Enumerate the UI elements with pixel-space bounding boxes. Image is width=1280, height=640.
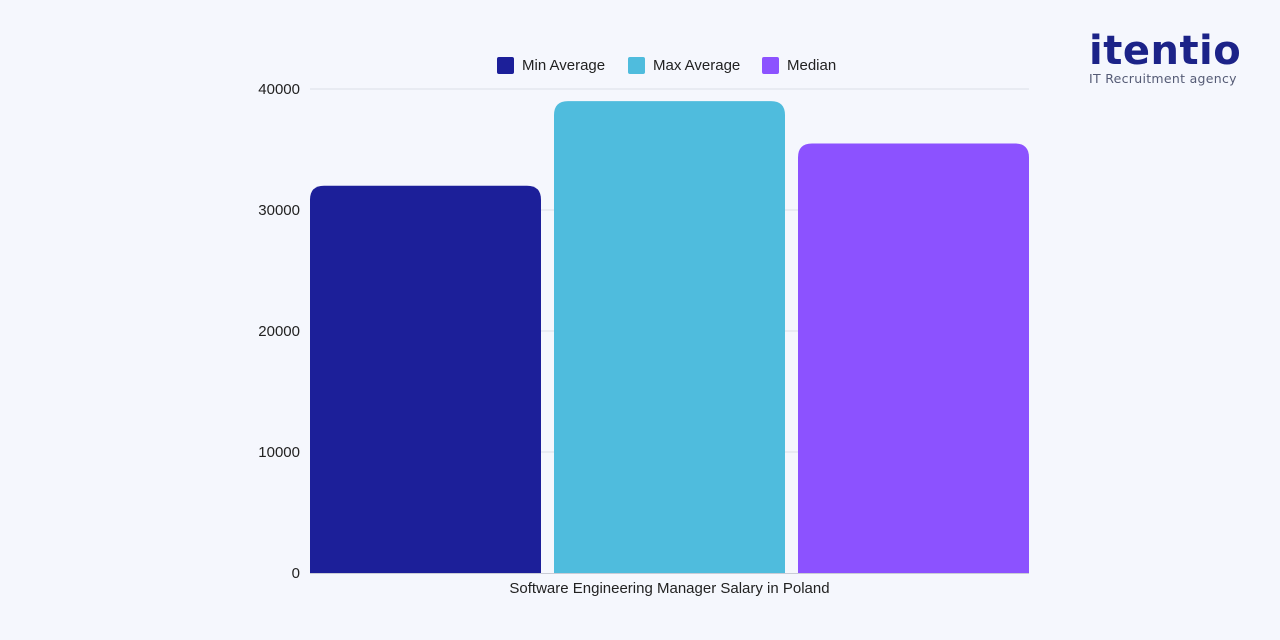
y-axis-tick-labels: 0 10000 20000 30000 40000 <box>258 81 300 582</box>
y-tick-label: 40000 <box>258 81 300 98</box>
legend-item-max-average: Max Average <box>628 57 740 74</box>
legend-swatch <box>497 57 514 74</box>
legend: Min Average Max Average Median <box>497 57 836 74</box>
bar-max-average <box>554 101 785 573</box>
bar-median <box>798 143 1029 573</box>
legend-swatch <box>762 57 779 74</box>
legend-label: Median <box>787 57 836 74</box>
bar-min-average <box>310 185 541 574</box>
brand-logo: itentio IT Recruitment agency <box>1089 30 1249 86</box>
x-axis-category-labels: Software Engineering Manager Salary in P… <box>509 580 829 597</box>
y-tick-label: 20000 <box>258 323 300 340</box>
legend-label: Max Average <box>653 57 740 74</box>
y-tick-label: 30000 <box>258 202 300 219</box>
bars <box>310 101 1029 574</box>
brand-name: itentio <box>1089 28 1242 74</box>
legend-item-min-average: Min Average <box>497 57 605 74</box>
y-tick-label: 10000 <box>258 444 300 461</box>
y-tick-label: 0 <box>292 565 300 582</box>
x-category-label: Software Engineering Manager Salary in P… <box>509 580 829 597</box>
legend-item-median: Median <box>762 57 836 74</box>
legend-swatch <box>628 57 645 74</box>
brand-tagline: IT Recruitment agency <box>1089 71 1237 86</box>
legend-label: Min Average <box>522 57 605 74</box>
